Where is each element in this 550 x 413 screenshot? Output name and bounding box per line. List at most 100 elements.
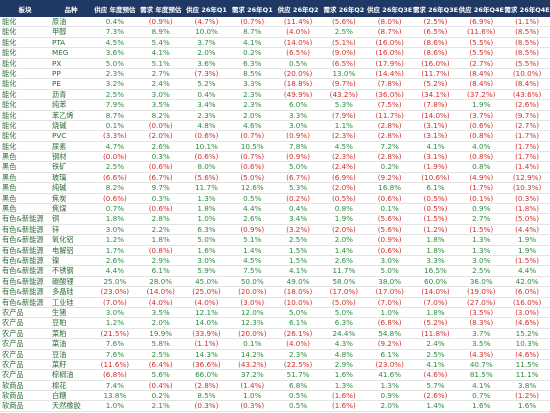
value-cell: 3.5% (458, 339, 505, 350)
value-cell: 0.7% (458, 391, 505, 402)
value-cell: 1.7% (92, 246, 138, 256)
value-cell: 3.8% (504, 381, 550, 392)
value-cell: (7.5%) (366, 100, 413, 111)
value-cell: 4.4% (92, 266, 138, 277)
value-cell: (14.0%) (275, 38, 321, 49)
value-cell: 10.3% (504, 339, 550, 350)
value-cell: (1.4%) (229, 381, 276, 392)
value-cell: 7.8% (275, 142, 321, 153)
header-cell: 需求 年度预估 (137, 0, 184, 17)
product-cell: 玻璃 (50, 173, 92, 184)
value-cell: 54.8% (366, 329, 413, 340)
product-cell: 铁矿 (50, 162, 92, 173)
value-cell: (4.0%) (275, 27, 321, 38)
sector-cell: 黑色 (0, 152, 50, 163)
value-cell: 1.8% (412, 235, 459, 246)
value-cell: 8.2% (92, 183, 138, 194)
value-cell: 9.7% (137, 183, 184, 194)
value-cell: 3.7% (183, 38, 230, 49)
value-cell: 5.7% (412, 381, 459, 392)
value-cell: 8.9% (137, 27, 184, 38)
value-cell: (6.9%) (458, 17, 505, 28)
value-cell: (6.8%) (92, 370, 138, 381)
value-cell: (9.7%) (320, 79, 367, 90)
value-cell: (8.7%) (366, 27, 413, 38)
value-cell: 2.4% (137, 79, 184, 90)
value-cell: (6.4%) (137, 360, 184, 371)
value-cell: 6.1% (412, 183, 459, 194)
value-cell: 1.8% (92, 214, 138, 225)
value-cell: (8.4%) (458, 69, 505, 80)
product-cell: 尿素 (50, 142, 92, 153)
product-cell: 白糖 (50, 391, 92, 402)
value-cell: (17.0%) (366, 287, 413, 298)
product-cell: 锌 (50, 225, 92, 236)
value-cell: (8.3%) (458, 318, 505, 329)
value-cell: 81.5% (458, 370, 505, 381)
value-cell: (8.4%) (458, 79, 505, 90)
product-cell: 原油 (50, 17, 92, 28)
value-cell: (6.8%) (366, 318, 413, 329)
value-cell: 10.0% (183, 27, 230, 38)
value-cell: 5.2% (183, 79, 230, 90)
value-cell: 1.9% (458, 100, 505, 111)
value-cell: 0.1% (229, 339, 276, 350)
value-cell: 49.0% (275, 277, 321, 288)
value-cell: 2.5% (412, 350, 459, 360)
value-cell: 2.3% (229, 100, 276, 111)
value-cell: 4.8% (320, 350, 367, 360)
value-cell: 1.8% (137, 235, 184, 246)
value-cell: 4.1% (412, 142, 459, 153)
value-cell: 40.7% (458, 360, 505, 371)
value-cell: 1.0% (229, 391, 276, 402)
value-cell: 12.1% (183, 308, 230, 319)
value-cell: (0.9%) (275, 131, 321, 142)
value-cell: (6.7%) (275, 173, 321, 184)
sector-cell: 农产品 (0, 350, 50, 360)
sector-cell: 黑色 (0, 204, 50, 215)
value-cell: 2.0% (137, 318, 184, 329)
sector-cell: 能化 (0, 131, 50, 142)
value-cell: 66.0% (183, 370, 230, 381)
value-cell: (19.0%) (458, 287, 505, 298)
value-cell: 2.2% (137, 225, 184, 236)
value-cell: 1.2% (92, 235, 138, 246)
value-cell: 5.0% (366, 266, 413, 277)
value-cell: 1.3% (183, 194, 230, 205)
value-cell: (10.0%) (504, 69, 550, 80)
sector-cell: 有色&新能源 (0, 266, 50, 277)
value-cell: 8.7% (229, 27, 276, 38)
value-cell: (0.6%) (366, 194, 413, 205)
value-cell: (9.2%) (366, 339, 413, 350)
value-cell: 2.3% (229, 90, 276, 101)
value-cell: 4.4% (229, 204, 276, 215)
value-cell: 1.3% (320, 381, 367, 392)
value-cell: 6.1% (275, 318, 321, 329)
sector-cell: 有色&新能源 (0, 256, 50, 267)
value-cell: 14.2% (229, 350, 276, 360)
header-cell: 板块 (0, 0, 50, 17)
value-cell: 1.9% (504, 235, 550, 246)
value-cell: (11.6%) (92, 360, 138, 371)
value-cell: 3.0% (92, 225, 138, 236)
value-cell: 4.1% (458, 381, 505, 392)
value-cell: 1.9% (504, 246, 550, 256)
value-cell: 0.5% (275, 401, 321, 412)
value-cell: 37.2% (229, 370, 276, 381)
value-cell: 2.8% (137, 214, 184, 225)
value-cell: 0.5% (229, 194, 276, 205)
value-cell: (20.0%) (229, 329, 276, 340)
value-cell: (7.0%) (366, 298, 413, 308)
value-cell: (0.2%) (275, 194, 321, 205)
value-cell: 11.7% (320, 266, 367, 277)
product-cell: PE (50, 79, 92, 90)
product-cell: 棕榈油 (50, 370, 92, 381)
value-cell: (5.5%) (458, 48, 505, 59)
value-cell: 5.3% (320, 100, 367, 111)
value-cell: (1.2%) (412, 225, 459, 236)
value-cell: 16.5% (412, 266, 459, 277)
value-cell: 4.0% (458, 142, 505, 153)
value-cell: 5.8% (137, 339, 184, 350)
value-cell: (9.7%) (504, 111, 550, 121)
value-cell: 7.3% (92, 27, 138, 38)
